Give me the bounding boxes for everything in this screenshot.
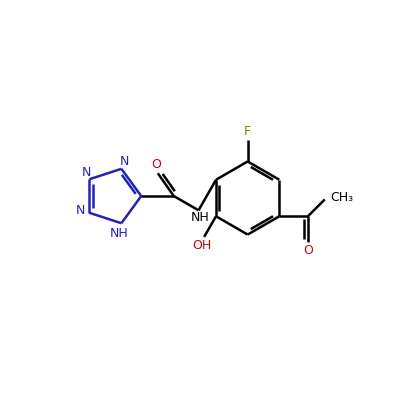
Text: N: N: [76, 204, 86, 217]
Text: N: N: [82, 166, 91, 178]
Text: NH: NH: [191, 211, 210, 224]
Text: NH: NH: [110, 227, 129, 240]
Text: F: F: [244, 125, 251, 138]
Text: O: O: [152, 158, 162, 171]
Text: OH: OH: [192, 239, 212, 252]
Text: CH₃: CH₃: [330, 191, 353, 204]
Text: O: O: [303, 244, 313, 257]
Text: N: N: [120, 155, 129, 168]
